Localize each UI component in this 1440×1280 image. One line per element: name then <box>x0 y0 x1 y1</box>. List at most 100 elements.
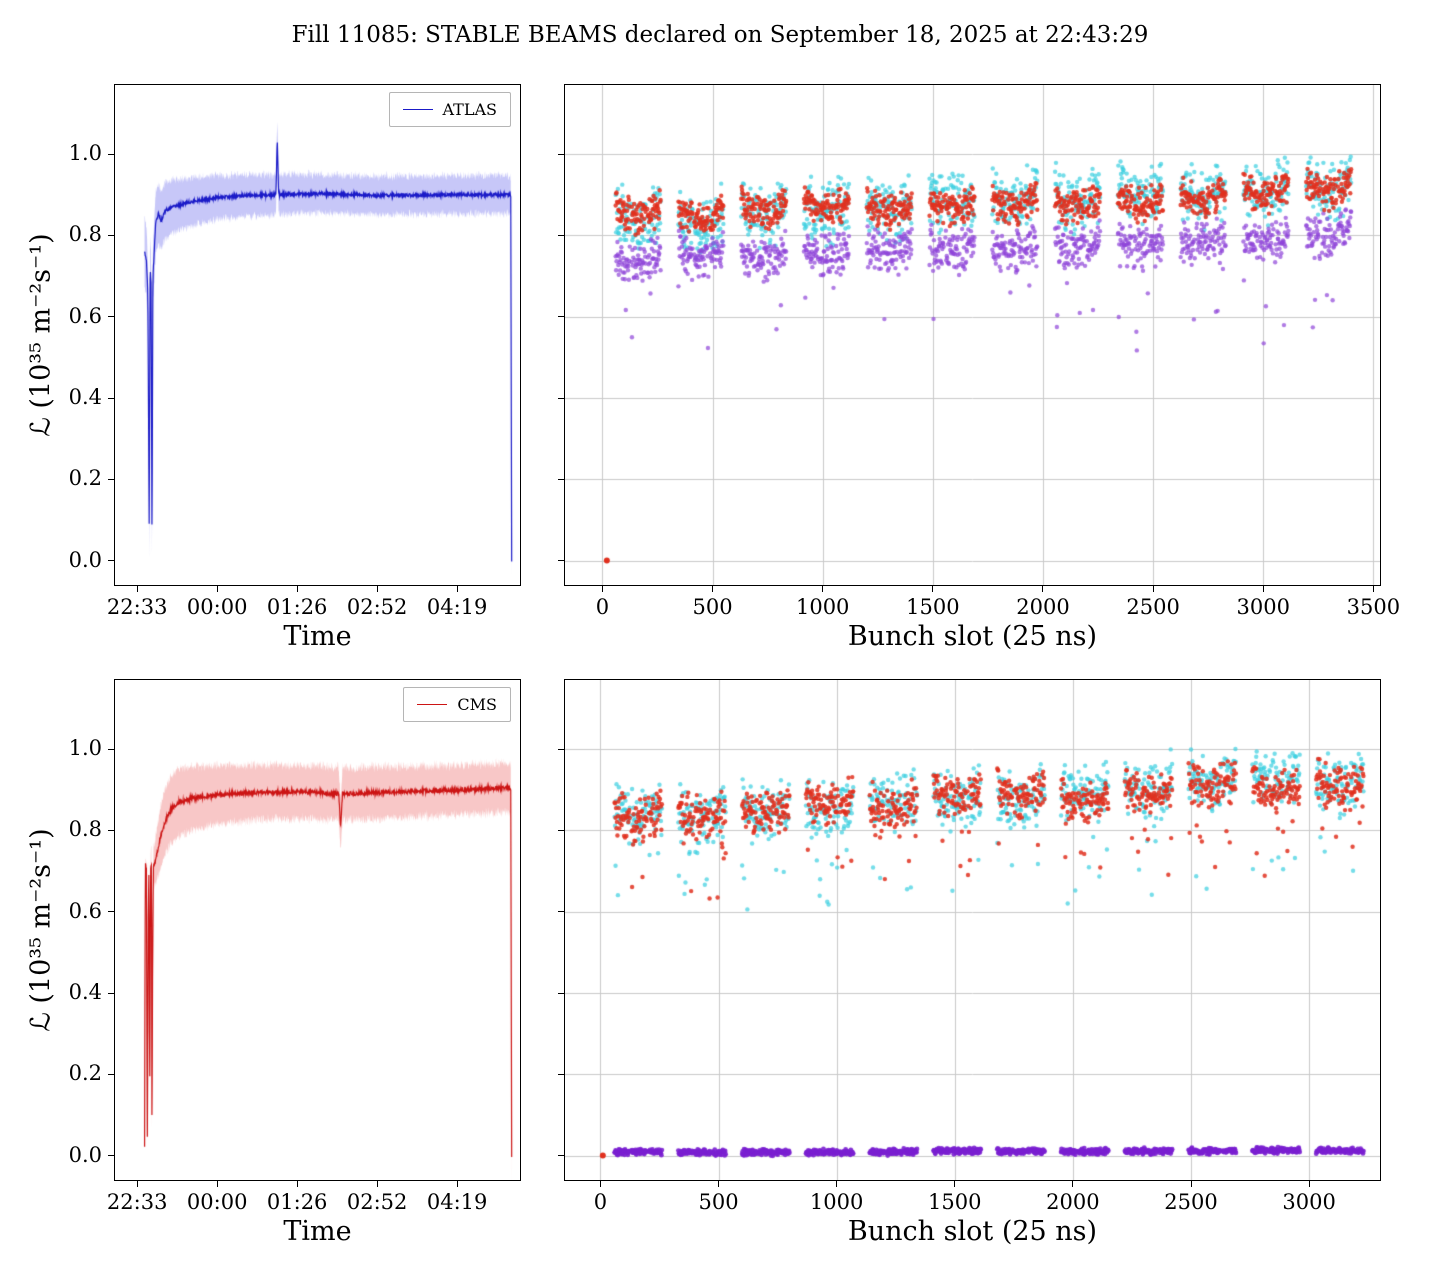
y-tick-mark <box>558 1155 565 1157</box>
x-tick-label: 2000 <box>1046 1190 1100 1214</box>
y-tick-mark <box>108 829 115 831</box>
y-tick-mark <box>108 911 115 913</box>
plot-cms-vs-time: Time ℒ (10³⁵ m⁻²s⁻¹) CMS 22:33 00:00 01:26… <box>26 679 521 1247</box>
x-tick-mark <box>836 1180 838 1187</box>
x-tick-mark <box>1072 1180 1074 1187</box>
x-tick-mark <box>216 1180 218 1187</box>
x-tick-mark <box>954 1180 956 1187</box>
x-tick-mark <box>456 1180 458 1187</box>
x-tick-label: 0 <box>593 1190 608 1214</box>
y-tick-label: 1.0 <box>68 140 102 165</box>
x-tick-label: 2500 <box>1126 595 1180 619</box>
x-tick-mark <box>1042 585 1044 592</box>
x-tick-label: 1000 <box>809 1190 864 1214</box>
y-tick-label: 0.0 <box>68 547 102 572</box>
y-tick-mark <box>108 316 115 318</box>
y-tick-label: 0.8 <box>68 817 102 842</box>
x-axis-label: Bunch slot (25 ns) <box>847 621 1098 652</box>
y-tick-mark <box>108 992 115 994</box>
y-tick-label: 1.0 <box>68 735 102 760</box>
x-tick-label: 22:33 <box>106 595 168 619</box>
y-tick-label: 0.0 <box>68 1142 102 1167</box>
x-tick-mark <box>296 1180 298 1187</box>
x-tick-mark <box>296 585 298 592</box>
y-tick-mark <box>108 478 115 480</box>
y-tick-mark <box>108 153 115 155</box>
y-tick-mark <box>108 397 115 399</box>
y-tick-label: 0.6 <box>68 898 102 923</box>
atlas-bunch-by-bunch-canvas <box>565 85 1380 585</box>
x-tick-label: 00:00 <box>186 1190 248 1214</box>
legend-cms: CMS <box>403 687 511 722</box>
y-tick-mark <box>558 911 565 913</box>
y-tick-label: 0.6 <box>68 303 102 328</box>
x-tick-label: 1500 <box>906 595 960 619</box>
x-tick-mark <box>1372 585 1374 592</box>
y-tick-label: 0.4 <box>68 979 102 1004</box>
x-tick-label: 01:26 <box>266 595 328 619</box>
y-tick-label: 0.8 <box>68 222 102 247</box>
x-axis-label: Time <box>283 621 352 652</box>
figure-title: Fill 11085: STABLE BEAMS declared on Sep… <box>291 22 1149 48</box>
x-tick-label: 3000 <box>1236 595 1290 619</box>
y-tick-mark <box>558 1073 565 1075</box>
x-tick-mark <box>216 585 218 592</box>
y-tick-mark <box>558 316 565 318</box>
x-tick-label: 02:52 <box>346 1190 408 1214</box>
y-tick-mark <box>558 829 565 831</box>
x-tick-mark <box>136 1180 138 1187</box>
x-tick-label: 500 <box>698 1190 739 1214</box>
x-tick-label: 2500 <box>1164 1190 1218 1214</box>
x-tick-label: 22:33 <box>106 1190 168 1214</box>
x-tick-label: 2000 <box>1016 595 1070 619</box>
y-tick-mark <box>108 234 115 236</box>
x-axis-label: Time <box>283 1216 352 1247</box>
x-tick-label: 0 <box>595 595 610 619</box>
legend-label: ATLAS <box>442 100 498 119</box>
legend-atlas: ATLAS <box>388 92 511 127</box>
x-tick-label: 01:26 <box>266 1190 328 1214</box>
x-tick-label: 02:52 <box>346 595 408 619</box>
x-tick-mark <box>822 585 824 592</box>
x-tick-label: 00:00 <box>186 595 248 619</box>
y-tick-mark <box>108 1073 115 1075</box>
legend-label: CMS <box>457 695 497 714</box>
x-tick-label: 500 <box>692 595 733 619</box>
x-tick-mark <box>601 585 603 592</box>
x-tick-mark <box>1308 1180 1310 1187</box>
y-axis-label: ℒ (10³⁵ m⁻²s⁻¹) <box>25 233 57 437</box>
x-tick-label: 1000 <box>795 595 850 619</box>
x-tick-mark <box>599 1180 601 1187</box>
cms-bunch-by-bunch-canvas <box>565 680 1380 1180</box>
cms-luminosity-vs-time-canvas <box>115 680 520 1180</box>
x-tick-mark <box>1262 585 1264 592</box>
y-tick-label: 0.2 <box>68 466 102 491</box>
x-tick-mark <box>1190 1180 1192 1187</box>
x-tick-mark <box>376 1180 378 1187</box>
y-tick-mark <box>558 560 565 562</box>
x-axis-label: Bunch slot (25 ns) <box>847 1216 1098 1247</box>
x-tick-mark <box>136 585 138 592</box>
x-tick-mark <box>718 1180 720 1187</box>
x-tick-label: 04:19 <box>426 595 488 619</box>
plot-cms-bunch-scatter: Bunch slot (25 ns) 0 500 1000 1500 2000 2500 3… <box>558 679 1381 1247</box>
atlas-luminosity-vs-time-canvas <box>115 85 520 585</box>
y-tick-mark <box>108 560 115 562</box>
x-tick-label: 1500 <box>928 1190 982 1214</box>
y-tick-label: 0.2 <box>68 1061 102 1086</box>
x-tick-label: 04:19 <box>426 1190 488 1214</box>
y-tick-mark <box>558 397 565 399</box>
y-tick-mark <box>558 234 565 236</box>
y-tick-mark <box>558 153 565 155</box>
y-axis-label: ℒ (10³⁵ m⁻²s⁻¹) <box>25 828 57 1032</box>
y-tick-mark <box>558 478 565 480</box>
plot-atlas-vs-time: Time ℒ (10³⁵ m⁻²s⁻¹) ATLAS 22:33 00:00 01:… <box>26 84 521 652</box>
y-tick-mark <box>558 748 565 750</box>
x-tick-mark <box>1152 585 1154 592</box>
legend-line-sample <box>402 109 433 110</box>
legend-line-sample <box>417 704 448 705</box>
x-tick-label: 3500 <box>1346 595 1401 619</box>
y-tick-mark <box>558 992 565 994</box>
x-tick-mark <box>932 585 934 592</box>
